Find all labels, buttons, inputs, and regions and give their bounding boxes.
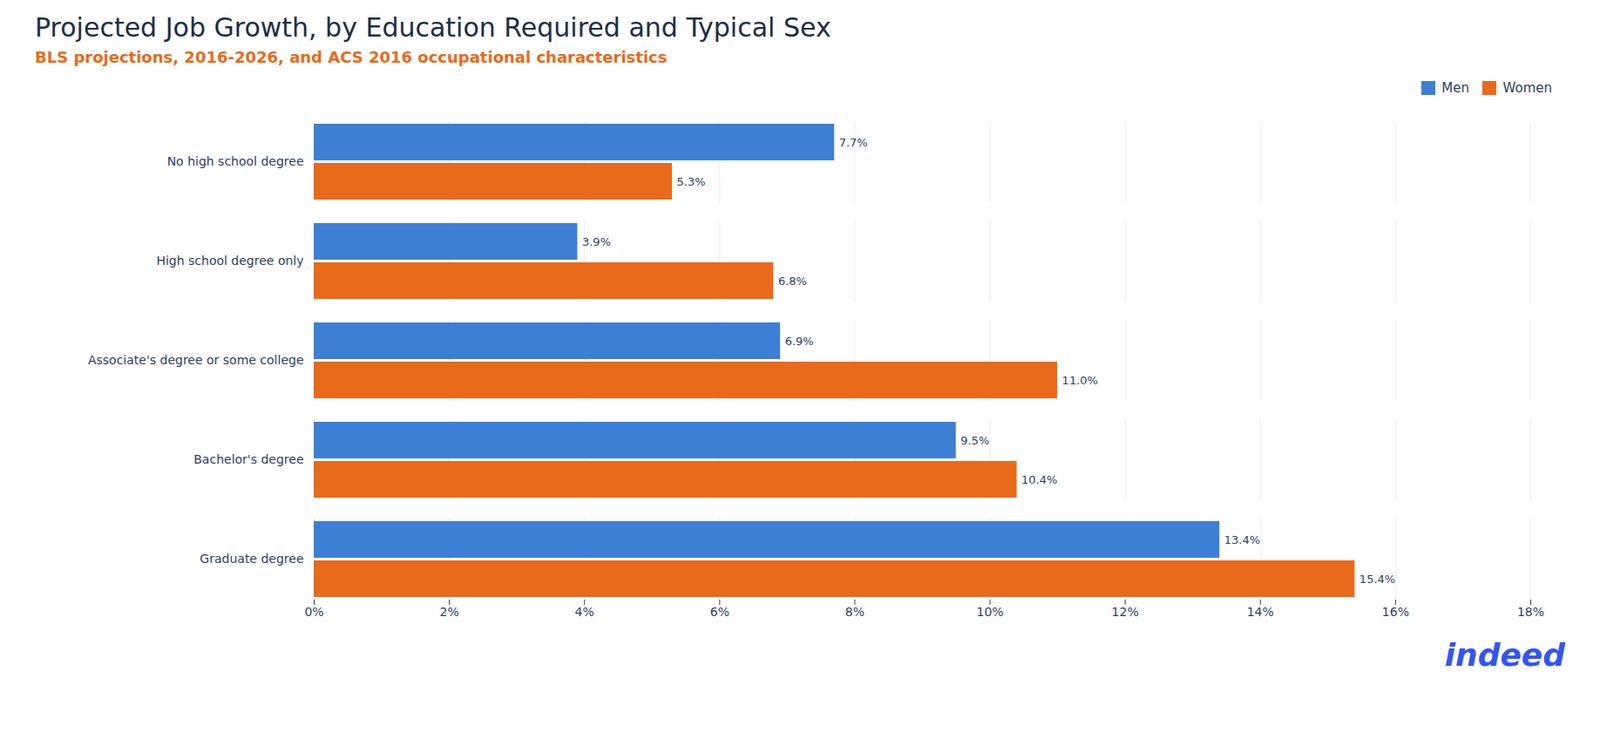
svg-text:6.8%: 6.8% [778,273,807,287]
svg-text:8%: 8% [845,604,865,619]
svg-text:12%: 12% [1111,604,1139,619]
svg-text:Graduate degree: Graduate degree [199,551,304,566]
svg-text:0%: 0% [304,604,324,619]
svg-text:18%: 18% [1517,604,1545,619]
html-text:Projected Job Growth, by Educa: Projected Job Growth, by Education Requi… [34,12,832,43]
svg-text:Associate's degree or some col: Associate's degree or some college [88,352,305,367]
svg-text:14%: 14% [1247,604,1275,619]
html-text:indeed: indeed [1444,636,1566,673]
svg-text:Bachelor's degree: Bachelor's degree [193,452,304,467]
html-text:Men: Men [1441,79,1470,96]
svg-text:4%: 4% [575,604,595,619]
svg-text:9.5%: 9.5% [960,433,990,447]
svg-text:10.4%: 10.4% [1021,472,1058,486]
svg-text:3.9%: 3.9% [582,234,611,248]
svg-text:7.7%: 7.7% [839,135,868,149]
svg-text:13.4%: 13.4% [1224,532,1261,546]
svg-text:11.0%: 11.0% [1062,372,1099,387]
svg-text:10%: 10% [976,604,1004,619]
html-text:BLS projections, 2016-2026, an: BLS projections, 2016-2026, and ACS 2016… [34,47,668,67]
svg-text:15.4%: 15.4% [1359,571,1396,585]
svg-text:No high school degree: No high school degree [167,154,305,169]
svg-text:High school degree only: High school degree only [155,253,304,268]
svg-text:6%: 6% [710,604,730,619]
html-text:Women: Women [1502,79,1553,96]
svg-text:16%: 16% [1382,604,1410,619]
svg-text:5.3%: 5.3% [677,174,706,188]
svg-text:6.9%: 6.9% [785,333,814,347]
svg-text:2%: 2% [440,604,460,619]
